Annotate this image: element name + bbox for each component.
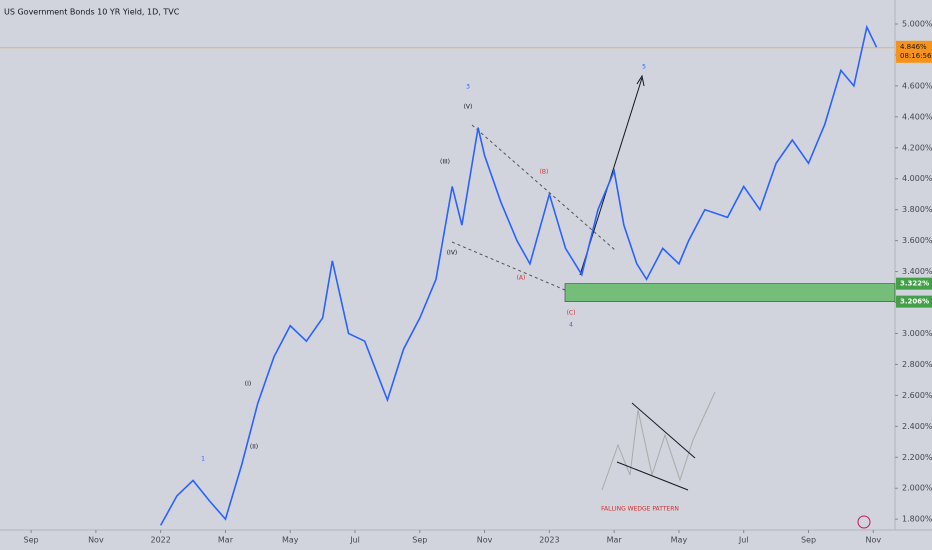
wave-label: (C) <box>567 310 576 317</box>
x-tick-label: May <box>671 536 688 545</box>
price-line <box>159 24 878 526</box>
x-tick-label: Mar <box>607 536 623 545</box>
zone-label-bg <box>896 295 932 308</box>
x-tick-label: Nov <box>865 536 881 545</box>
wave-label: (III) <box>440 159 450 166</box>
y-tick-label: 2.400% <box>902 422 932 431</box>
wave-label: (B) <box>540 169 549 176</box>
wave-label: 4 <box>569 322 573 329</box>
y-tick-label: 2.600% <box>902 391 932 400</box>
wedge-line <box>616 461 689 491</box>
x-tick-label: Sep <box>801 536 816 545</box>
wave-label: (A) <box>517 275 526 282</box>
zone-label: 3.322% <box>900 280 929 288</box>
y-tick-label: 2.000% <box>902 484 932 493</box>
countdown: 08:16:56 <box>900 52 932 60</box>
zone-label: 3.206% <box>900 298 929 306</box>
x-tick-label: Jul <box>738 536 749 545</box>
y-tick-label: 4.200% <box>902 143 932 152</box>
wave-label: (IV) <box>447 250 458 257</box>
wedge-line <box>471 124 616 251</box>
y-tick-label: 3.800% <box>902 205 932 214</box>
support-zone <box>564 283 896 302</box>
chart-title: US Government Bonds 10 YR Yield, 1D, TVC <box>4 8 180 17</box>
y-tick-label: 3.600% <box>902 236 932 245</box>
wave-label: 5 <box>642 64 646 71</box>
wedge-line <box>451 241 566 291</box>
x-tick-label: 2023 <box>539 536 559 545</box>
wave-label: (V) <box>464 104 473 111</box>
wave-label: (I) <box>245 381 251 388</box>
zone-label-bg <box>896 277 932 290</box>
y-tick-label: 2.200% <box>902 453 932 462</box>
x-tick-label: Jul <box>349 536 360 545</box>
wave-label: 1 <box>201 456 205 463</box>
x-tick-label: Nov <box>477 536 493 545</box>
wedge-line <box>631 402 696 459</box>
x-tick-label: May <box>282 536 299 545</box>
y-tick-label: 4.000% <box>902 174 932 183</box>
wave-label: (II) <box>250 444 258 451</box>
wedge-sketch <box>601 391 716 491</box>
y-tick-label: 5.000% <box>902 19 932 28</box>
wave-label: FALLING WEDGE PATTERN <box>601 506 679 513</box>
arrow-head <box>636 74 645 87</box>
x-tick-label: 2022 <box>150 536 170 545</box>
x-tick-label: Sep <box>412 536 427 545</box>
wave-label: 3 <box>466 84 470 91</box>
x-tick-label: Mar <box>218 536 234 545</box>
y-tick-label: 4.400% <box>902 112 932 121</box>
y-tick-label: 1.800% <box>902 515 932 524</box>
y-tick-label: 2.800% <box>902 360 932 369</box>
last-price-bg <box>896 40 932 63</box>
y-tick-label: 3.400% <box>902 267 932 276</box>
x-tick-label: Sep <box>24 536 39 545</box>
x-tick-label: Nov <box>88 536 104 545</box>
y-tick-label: 3.000% <box>902 329 932 338</box>
last-price-label: 4.846% <box>900 43 927 51</box>
y-tick-label: 4.600% <box>902 81 932 90</box>
icon[interactable] <box>857 515 871 529</box>
